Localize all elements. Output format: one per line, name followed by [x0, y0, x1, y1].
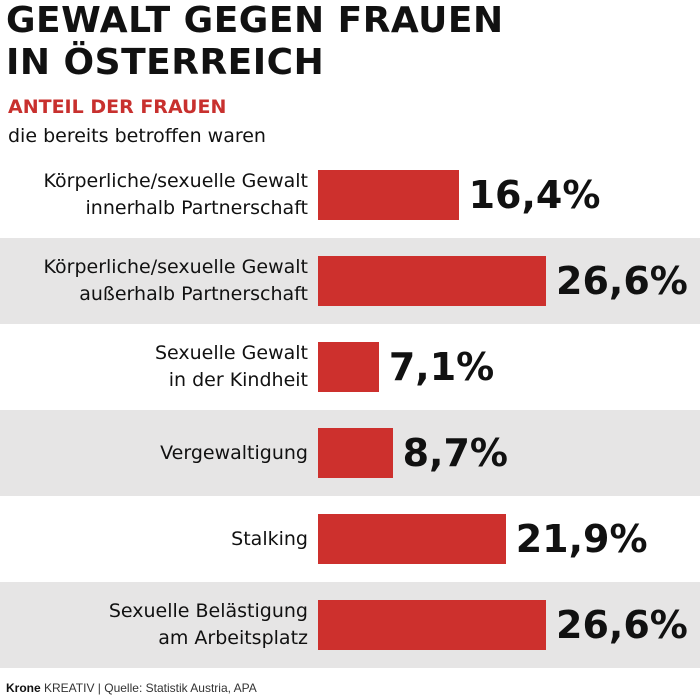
footer-brand-suffix: KREATIV	[40, 681, 95, 695]
category-label: Vergewaltigung	[160, 441, 308, 464]
category-label: Körperliche/sexuelle Gewalt außerhalb Pa…	[43, 256, 309, 305]
bar	[318, 428, 393, 478]
bar	[318, 514, 506, 564]
footer-brand: Krone	[6, 681, 41, 695]
footer-credit: Krone KREATIV | Quelle: Statistik Austri…	[6, 681, 257, 695]
bar	[318, 342, 379, 392]
category-label: Sexuelle Belästigung am Arbeitsplatz	[108, 600, 308, 649]
category-label: Stalking	[231, 527, 308, 550]
chart-row: Vergewaltigung 8,7%	[0, 410, 700, 496]
chart-row: Stalking 21,9%	[0, 496, 700, 582]
chart-title: GEWALT GEGEN FRAUEN IN ÖSTERREICH	[6, 0, 504, 84]
chart-row: Sexuelle Belästigung am Arbeitsplatz 26,6…	[0, 582, 700, 668]
data-label: 16,4%	[468, 173, 601, 217]
chart-row: Sexuelle Gewalt in der Kindheit 7,1%	[0, 324, 700, 410]
data-label: 26,6%	[556, 603, 688, 647]
category-label: Körperliche/sexuelle Gewalt innerhalb Pa…	[43, 170, 309, 219]
bar	[318, 600, 546, 650]
bar	[318, 170, 459, 220]
bar	[318, 256, 546, 306]
data-label: 7,1%	[388, 345, 495, 389]
chart-subtitle-description: die bereits betroffen waren	[8, 125, 266, 147]
category-label: Sexuelle Gewalt in der Kindheit	[154, 342, 308, 391]
data-label: 8,7%	[402, 431, 508, 475]
data-label: 26,6%	[556, 259, 688, 303]
chart-row: Körperliche/sexuelle Gewalt innerhalb Pa…	[0, 152, 700, 238]
title-line-1: GEWALT GEGEN FRAUEN	[6, 0, 504, 41]
chart-row: Körperliche/sexuelle Gewalt außerhalb Pa…	[0, 238, 700, 324]
footer-source: | Quelle: Statistik Austria, APA	[94, 681, 257, 695]
chart-subtitle: ANTEIL DER FRAUEN	[8, 96, 227, 118]
title-line-2: IN ÖSTERREICH	[6, 42, 325, 83]
data-label: 21,9%	[515, 517, 648, 561]
